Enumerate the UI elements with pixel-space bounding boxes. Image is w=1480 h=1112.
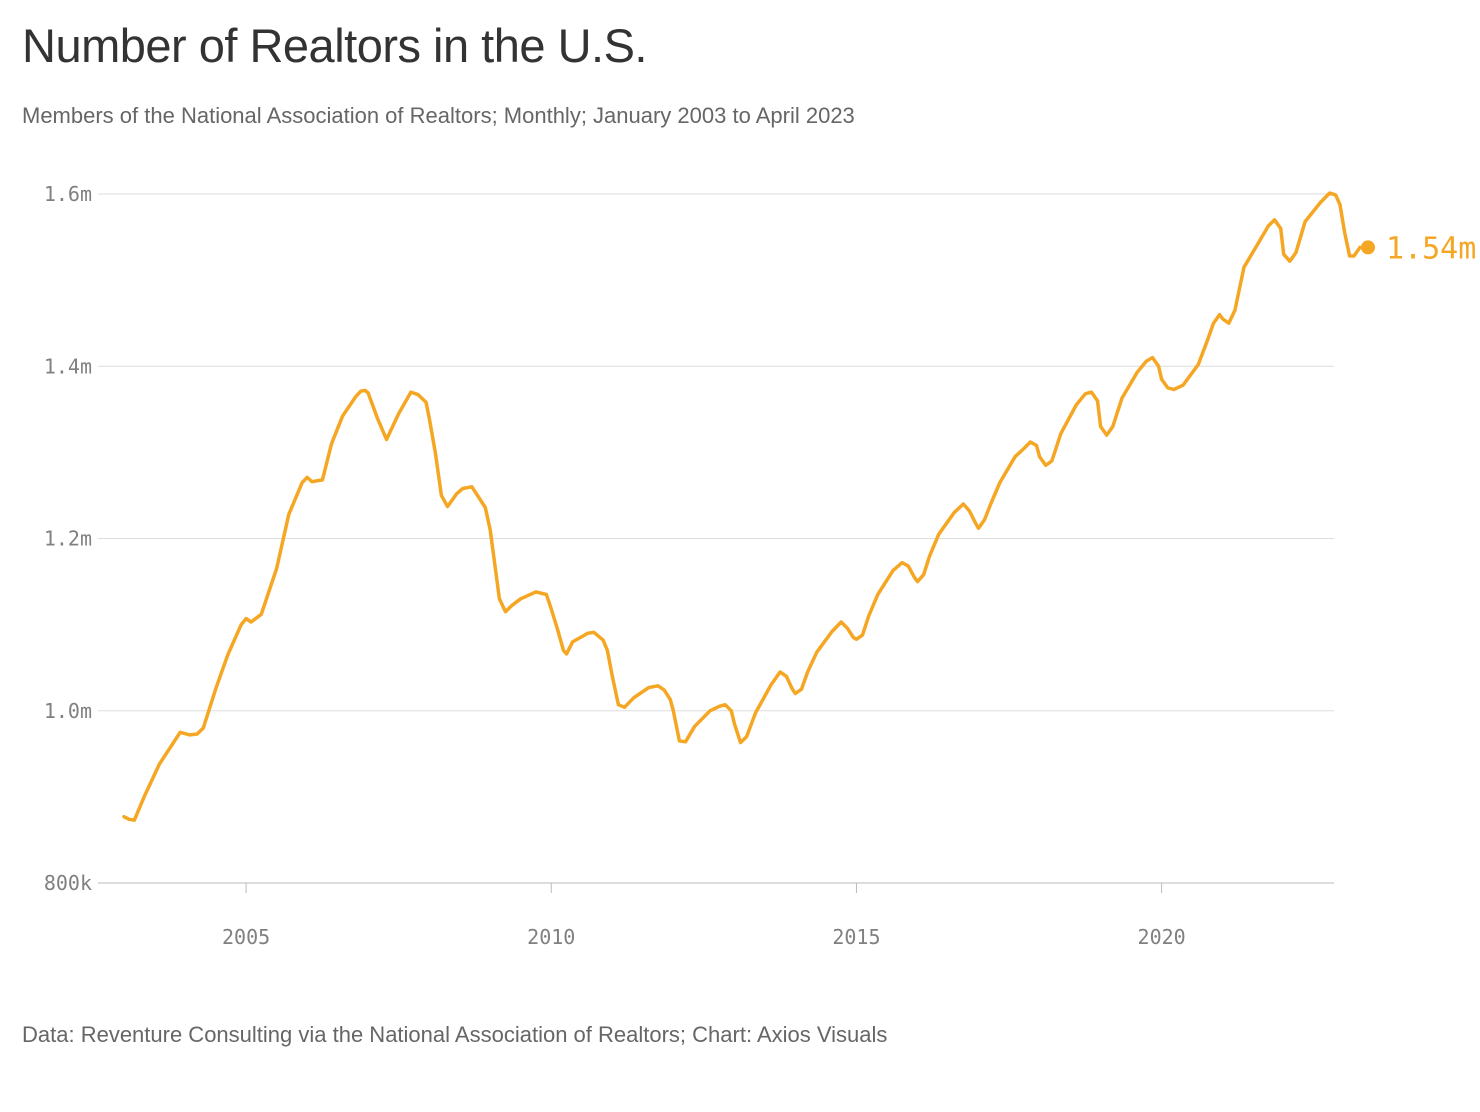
y-tick-label: 800k	[44, 871, 92, 895]
x-tick-label: 2005	[222, 925, 270, 949]
x-tick-label: 2010	[527, 925, 575, 949]
x-tick-label: 2020	[1138, 925, 1186, 949]
y-tick-label: 1.2m	[44, 527, 92, 551]
y-tick-label: 1.4m	[44, 354, 92, 378]
chart-subtitle: Members of the National Association of R…	[22, 103, 855, 128]
chart-title: Number of Realtors in the U.S.	[22, 19, 648, 72]
y-tick-label: 1.0m	[44, 699, 92, 723]
end-value-label: 1.54m	[1386, 231, 1476, 266]
end-point	[1361, 240, 1375, 255]
x-tick-label: 2015	[832, 925, 880, 949]
line-chart: 800k 1.0m 1.2m 1.4m 1.6m 2005 2010 2015 2020 1.54…	[44, 182, 1476, 949]
y-tick-label: 1.6m	[44, 182, 92, 206]
series-line	[122, 191, 1362, 822]
chart-source: Data: Reventure Consulting via the Natio…	[22, 1022, 888, 1047]
